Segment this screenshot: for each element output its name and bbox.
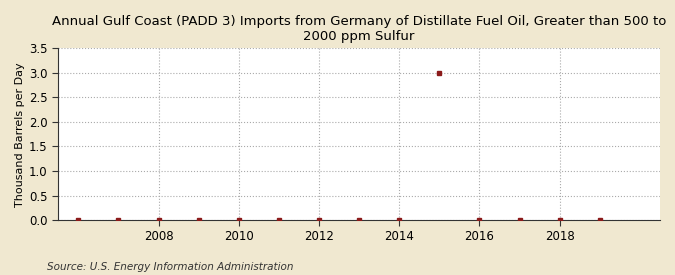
Y-axis label: Thousand Barrels per Day: Thousand Barrels per Day bbox=[15, 62, 25, 207]
Title: Annual Gulf Coast (PADD 3) Imports from Germany of Distillate Fuel Oil, Greater : Annual Gulf Coast (PADD 3) Imports from … bbox=[52, 15, 666, 43]
Text: Source: U.S. Energy Information Administration: Source: U.S. Energy Information Administ… bbox=[47, 262, 294, 272]
